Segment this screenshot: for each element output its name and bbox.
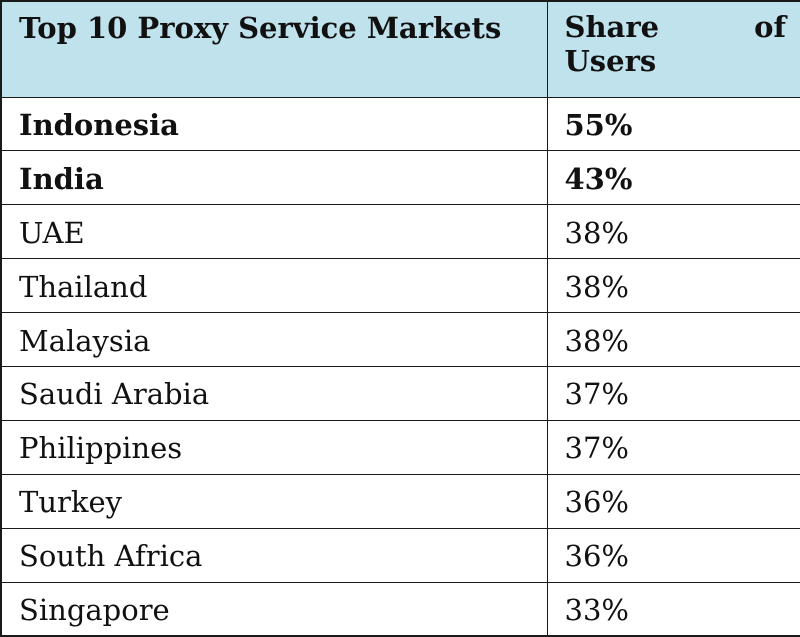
table-row: Singapore 33%	[0, 581, 800, 637]
table-row: Turkey 36%	[0, 473, 800, 529]
column-header-share: Share of Users	[546, 0, 800, 98]
share-cell: 43%	[546, 150, 800, 206]
share-cell: 37%	[546, 365, 800, 421]
table-row: Thailand 38%	[0, 258, 800, 314]
table-row: Malaysia 38%	[0, 312, 800, 367]
share-cell: 55%	[546, 96, 800, 152]
share-cell: 36%	[546, 527, 800, 583]
market-cell: Philippines	[0, 419, 548, 475]
market-cell: India	[0, 150, 548, 206]
market-cell: Saudi Arabia	[0, 365, 548, 421]
table-row: India 43%	[0, 150, 800, 206]
table-row: Saudi Arabia 37%	[0, 365, 800, 421]
share-cell: 38%	[546, 312, 800, 367]
market-cell: Malaysia	[0, 312, 548, 367]
market-cell: Indonesia	[0, 96, 548, 152]
table-row: UAE 38%	[0, 204, 800, 260]
share-cell: 37%	[546, 419, 800, 475]
table-row: South Africa 36%	[0, 527, 800, 583]
share-cell: 38%	[546, 204, 800, 260]
share-cell: 38%	[546, 258, 800, 314]
market-cell: Turkey	[0, 473, 548, 529]
table-body: Indonesia 55% India 43% UAE 38% Thailand 38% Mal…	[0, 96, 800, 637]
table-row: Philippines 37%	[0, 419, 800, 475]
market-cell: Thailand	[0, 258, 548, 314]
share-cell: 36%	[546, 473, 800, 529]
market-cell: Singapore	[0, 581, 548, 637]
market-cell: UAE	[0, 204, 548, 260]
column-header-market: Top 10 Proxy Service Markets	[0, 0, 548, 98]
share-cell: 33%	[546, 581, 800, 637]
table-header-row: Top 10 Proxy Service Markets Share of Us…	[0, 0, 800, 98]
table-row: Indonesia 55%	[0, 96, 800, 152]
market-cell: South Africa	[0, 527, 548, 583]
